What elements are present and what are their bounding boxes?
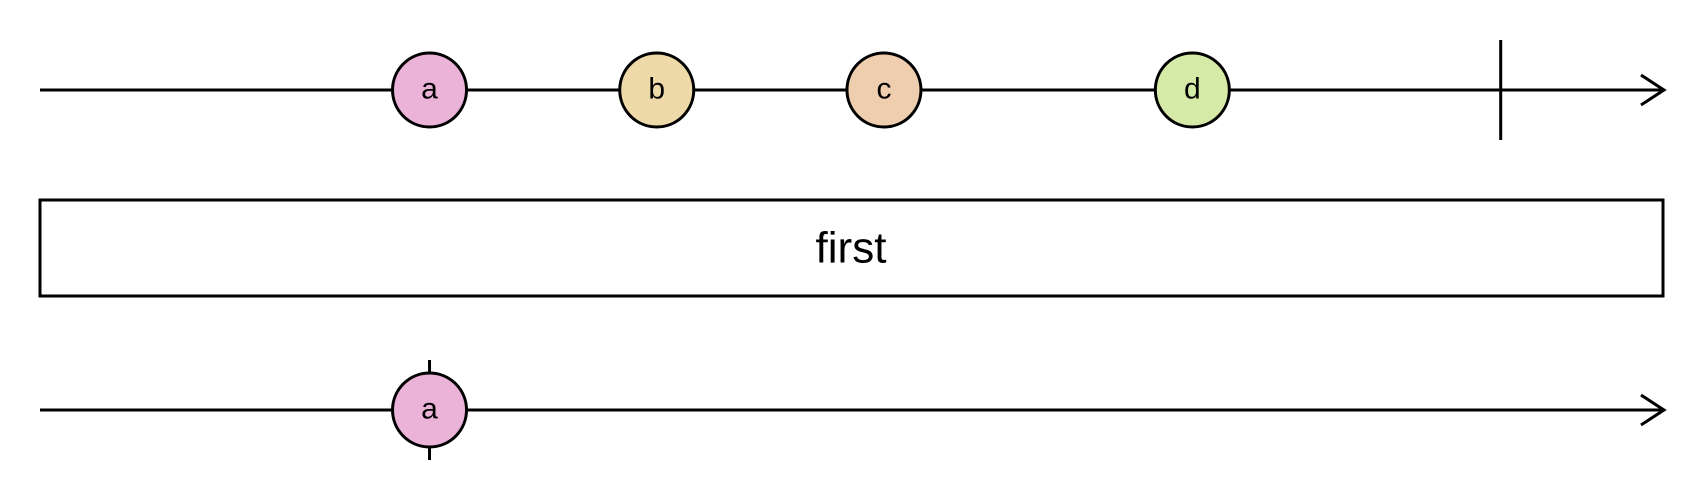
input-marble-c: c <box>847 53 921 127</box>
input-marble-a: a <box>393 53 467 127</box>
output-marble-a: a <box>393 360 467 460</box>
input-stream: a b c d <box>40 40 1664 140</box>
output-marbles: a <box>393 360 467 460</box>
output-stream: a <box>40 360 1664 460</box>
input-marble-label: d <box>1184 73 1201 106</box>
operator: first <box>40 200 1663 296</box>
input-marble-label: c <box>876 73 891 106</box>
input-marble-b: b <box>620 53 694 127</box>
output-marble-label: a <box>421 393 438 426</box>
operator-label: first <box>816 224 887 273</box>
input-marble-label: b <box>648 73 665 106</box>
input-marble-d: d <box>1155 53 1229 127</box>
input-marble-label: a <box>421 73 438 106</box>
